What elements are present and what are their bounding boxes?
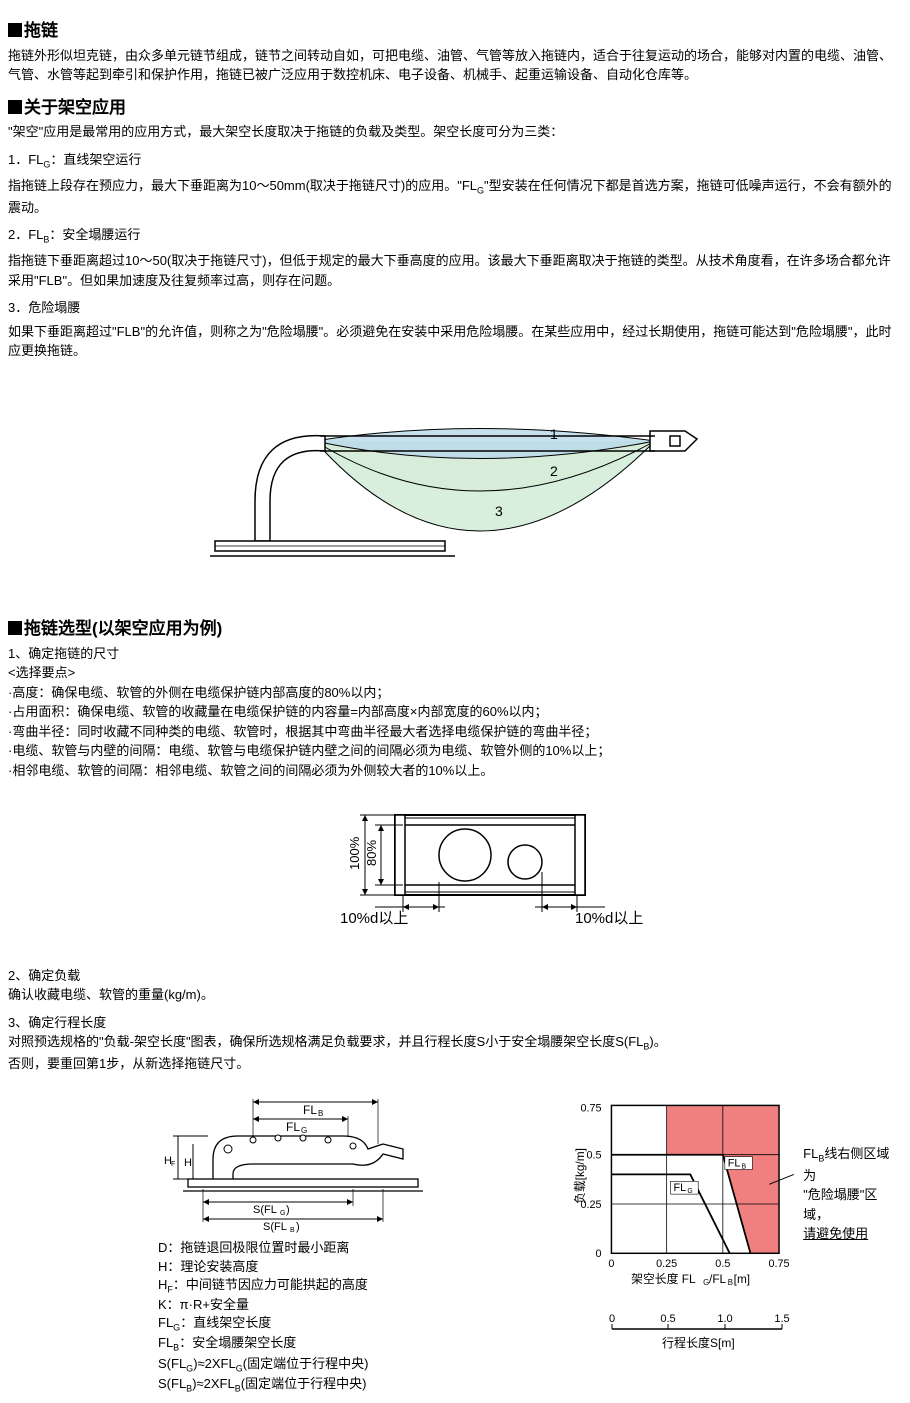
s1-p1: 拖链外形似坦克链，由众多单元链节组成，链节之间转动自如，可把电缆、油管、气管等放… — [8, 46, 902, 85]
svg-text:FL: FL — [674, 1182, 687, 1194]
square-icon — [8, 23, 22, 37]
title-text: 关于架空应用 — [24, 98, 126, 117]
stroke-axis: 0 0.5 1.0 1.5 行程长度S[m] — [572, 1314, 802, 1364]
definitions-list: D：拖链退回极限位置时最小距离 H：理论安装高度 HF：中间链节因应力可能拱起的… — [158, 1239, 552, 1395]
svg-text:): ) — [286, 1204, 290, 1216]
s2-h1: 1．FLG：直线架空运行 — [8, 150, 902, 172]
svg-text:FL: FL — [286, 1120, 300, 1134]
svg-text:80%: 80% — [364, 840, 379, 866]
zone-label-1: 1 — [550, 426, 558, 442]
s4-h3: 3、确定行程长度 — [8, 1013, 902, 1033]
svg-text:架空长度 FL: 架空长度 FL — [632, 1272, 697, 1286]
svg-text:100%: 100% — [347, 837, 362, 871]
title-text: 拖链选型(以架空应用为例) — [24, 619, 222, 638]
bottom-diagrams: FLB FLG HF H — [8, 1094, 902, 1395]
s4-p2: 确认收藏电缆、软管的重量(kg/m)。 — [8, 985, 902, 1005]
svg-text:S(FL: S(FL — [263, 1221, 287, 1233]
s4-p3: 对照预选规格的"负载-架空长度"图表，确保所选规格满足负载要求，并且行程长度S小… — [8, 1032, 902, 1054]
svg-text:F: F — [171, 1161, 175, 1168]
svg-text:10%d以上: 10%d以上 — [575, 910, 643, 927]
svg-text:B: B — [742, 1163, 747, 1170]
s3-sub1: <选择要点> — [8, 663, 902, 683]
svg-text:S(FL: S(FL — [253, 1204, 277, 1216]
bullet-list: ·高度：确保电缆、软管的外侧在电缆保护链内部高度的80%以内； ·占用面积：确保… — [8, 683, 902, 781]
diagram-sag-zones: 1 2 3 — [8, 381, 902, 587]
svg-text:1.0: 1.0 — [718, 1314, 733, 1325]
svg-text:[m]: [m] — [734, 1272, 750, 1286]
zone-label-2: 2 — [550, 463, 558, 479]
svg-text:G: G — [280, 1210, 285, 1217]
square-icon — [8, 100, 22, 114]
load-chart: FLG FLB 0 0.25 0.5 0.75 负载[kg/m] 0 0.25 … — [572, 1094, 799, 1314]
bullet: ·高度：确保电缆、软管的外侧在电缆保护链内部高度的80%以内； — [8, 683, 902, 703]
s2-p2: 指拖链下垂距离超过10～50(取决于拖链尺寸)，但低于规定的最大下垂高度的应用。… — [8, 251, 902, 290]
svg-text:B: B — [728, 1278, 733, 1287]
s2-h2: 2．FLB：安全塌腰运行 — [8, 225, 902, 247]
diagram-cross-section: 100% 80% 10%d以上 10%d以上 — [8, 800, 902, 936]
svg-text:0: 0 — [609, 1258, 615, 1270]
s2-h3: 3．危险塌腰 — [8, 298, 902, 318]
diagram-side-view: FLB FLG HF H — [158, 1094, 438, 1234]
bullet: ·占用面积：确保电缆、软管的收藏量在电缆保护链的内容量=内部高度×内部宽度的60… — [8, 702, 902, 722]
svg-text:1.5: 1.5 — [775, 1314, 790, 1325]
s2-p3: 如果下垂距离超过"FLB"的允许值，则称之为"危险塌腰"。必须避免在安装中采用危… — [8, 322, 902, 361]
def: HF：中间链节因应力可能拱起的高度 — [158, 1276, 552, 1296]
section-title-2: 关于架空应用 — [8, 95, 902, 121]
def: FLG：直线架空长度 — [158, 1314, 552, 1334]
chart-danger-note: FLB线右侧区域为 "危险塌腰"区域， 请避免使用 — [803, 1144, 902, 1244]
svg-text:行程长度S[m]: 行程长度S[m] — [662, 1335, 735, 1350]
svg-text:0.5: 0.5 — [716, 1258, 731, 1270]
def: FLB：安全塌腰架空长度 — [158, 1334, 552, 1354]
svg-text:H: H — [184, 1157, 192, 1169]
svg-text:0.5: 0.5 — [587, 1150, 602, 1162]
svg-text:0.25: 0.25 — [657, 1258, 678, 1270]
svg-text:): ) — [296, 1221, 300, 1233]
svg-text:10%d以上: 10%d以上 — [340, 910, 408, 927]
svg-text:G: G — [301, 1126, 307, 1135]
svg-text:0.75: 0.75 — [769, 1258, 790, 1270]
s4-p4: 否则，要重回第1步，从新选择拖链尺寸。 — [8, 1054, 902, 1074]
s4-h2: 2、确定负载 — [8, 966, 902, 986]
s3-h1: 1、确定拖链的尺寸 — [8, 644, 902, 664]
svg-text:0: 0 — [609, 1314, 615, 1325]
def: K：π·R+安全量 — [158, 1296, 552, 1314]
section-title-3: 拖链选型(以架空应用为例) — [8, 616, 902, 642]
s2-intro: "架空"应用是最常用的应用方式，最大架空长度取决于拖链的负载及类型。架空长度可分… — [8, 122, 902, 142]
def: H：理论安装高度 — [158, 1258, 552, 1276]
svg-text:FL: FL — [728, 1157, 741, 1169]
def: D：拖链退回极限位置时最小距离 — [158, 1239, 552, 1257]
section-title-1: 拖链 — [8, 18, 902, 44]
svg-text:0: 0 — [596, 1248, 602, 1260]
svg-text:负载[kg/m]: 负载[kg/m] — [573, 1148, 587, 1204]
square-icon — [8, 621, 22, 635]
def: S(FLB)≈2XFLB(固定端位于行程中央) — [158, 1375, 552, 1395]
svg-text:/FL: /FL — [709, 1272, 727, 1286]
def: S(FLG)≈2XFLG(固定端位于行程中央) — [158, 1355, 552, 1375]
title-text: 拖链 — [24, 21, 58, 40]
svg-text:FL: FL — [303, 1103, 317, 1117]
svg-text:B: B — [290, 1227, 295, 1234]
svg-text:G: G — [688, 1188, 693, 1195]
bullet: ·电缆、软管与内壁的间隔：电缆、软管与电缆保护链内壁之间的间隔必须为电缆、软管外… — [8, 741, 902, 761]
svg-text:0.5: 0.5 — [661, 1314, 676, 1325]
zone-label-3: 3 — [495, 503, 503, 519]
bullet: ·弯曲半径：同时收藏不同种类的电缆、软管时，根据其中弯曲半径最大者选择电缆保护链… — [8, 722, 902, 742]
svg-text:B: B — [318, 1109, 323, 1118]
svg-text:0.75: 0.75 — [581, 1102, 602, 1114]
bullet: ·相邻电缆、软管的间隔：相邻电缆、软管之间的间隔必须为外侧较大者的10%以上。 — [8, 761, 902, 781]
s2-p1: 指拖链上段存在预应力，最大下垂距离为10～50mm(取决于拖链尺寸)的应用。"F… — [8, 176, 902, 218]
